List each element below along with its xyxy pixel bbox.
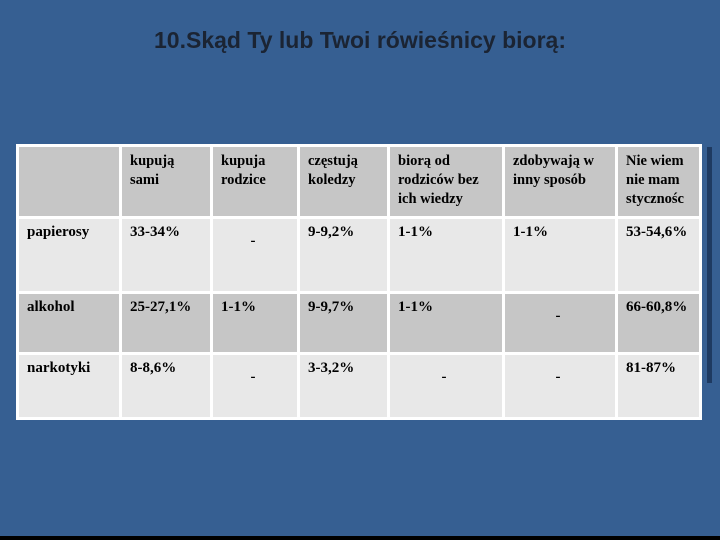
data-cell: - [213, 219, 297, 291]
data-cell: 66-60,8% [618, 294, 699, 352]
data-cell: - [213, 355, 297, 417]
table-row-papierosy: papierosy 33-34% - 9-9,2% 1-1% 1-1% 53-5… [19, 219, 699, 291]
row-label-cell: papierosy [19, 219, 119, 291]
data-cell: - [390, 355, 502, 417]
data-cell: 9-9,7% [300, 294, 387, 352]
data-cell: 8-8,6% [122, 355, 210, 417]
data-cell: 1-1% [390, 294, 502, 352]
data-cell: 53-54,6% [618, 219, 699, 291]
row-label-cell: narkotyki [19, 355, 119, 417]
table-right-accent-bar [707, 147, 712, 383]
data-cell: 1-1% [213, 294, 297, 352]
header-cell-biora-od-rodzicow: biorą od rodziców bez ich wiedzy [390, 147, 502, 216]
table-row-alkohol: alkohol 25-27,1% 1-1% 9-9,7% 1-1% - 66-6… [19, 294, 699, 352]
data-table: kupują sami kupuja rodzice częstują kole… [16, 144, 702, 420]
header-cell-nie-wiem: Nie wiem nie mam stycznośc [618, 147, 699, 216]
header-cell-corner [19, 147, 119, 216]
data-cell: - [505, 294, 615, 352]
header-cell-czestuja-koledzy: częstują koledzy [300, 147, 387, 216]
table-row-narkotyki: narkotyki 8-8,6% - 3-3,2% - - 81-87% [19, 355, 699, 417]
header-cell-kupuja-rodzice: kupuja rodzice [213, 147, 297, 216]
slide-bottom-bar [0, 536, 720, 540]
data-cell: 9-9,2% [300, 219, 387, 291]
header-cell-kupuja-sami: kupują sami [122, 147, 210, 216]
data-cell: 1-1% [390, 219, 502, 291]
data-cell: - [505, 355, 615, 417]
data-cell: 33-34% [122, 219, 210, 291]
page-title: 10.Skąd Ty lub Twoi rówieśnicy biorą: [154, 27, 566, 53]
table-header-row: kupują sami kupuja rodzice częstują kole… [19, 147, 699, 216]
data-cell: 25-27,1% [122, 294, 210, 352]
data-cell: 3-3,2% [300, 355, 387, 417]
survey-results-table: kupują sami kupuja rodzice częstują kole… [16, 144, 702, 420]
header-cell-zdobywaja-inny-sposob: zdobywają w inny sposób [505, 147, 615, 216]
data-cell: 1-1% [505, 219, 615, 291]
data-cell: 81-87% [618, 355, 699, 417]
row-label-cell: alkohol [19, 294, 119, 352]
